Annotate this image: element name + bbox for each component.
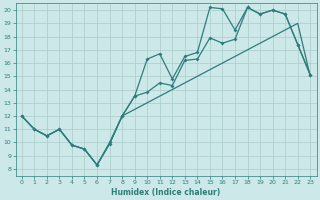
X-axis label: Humidex (Indice chaleur): Humidex (Indice chaleur) — [111, 188, 221, 197]
